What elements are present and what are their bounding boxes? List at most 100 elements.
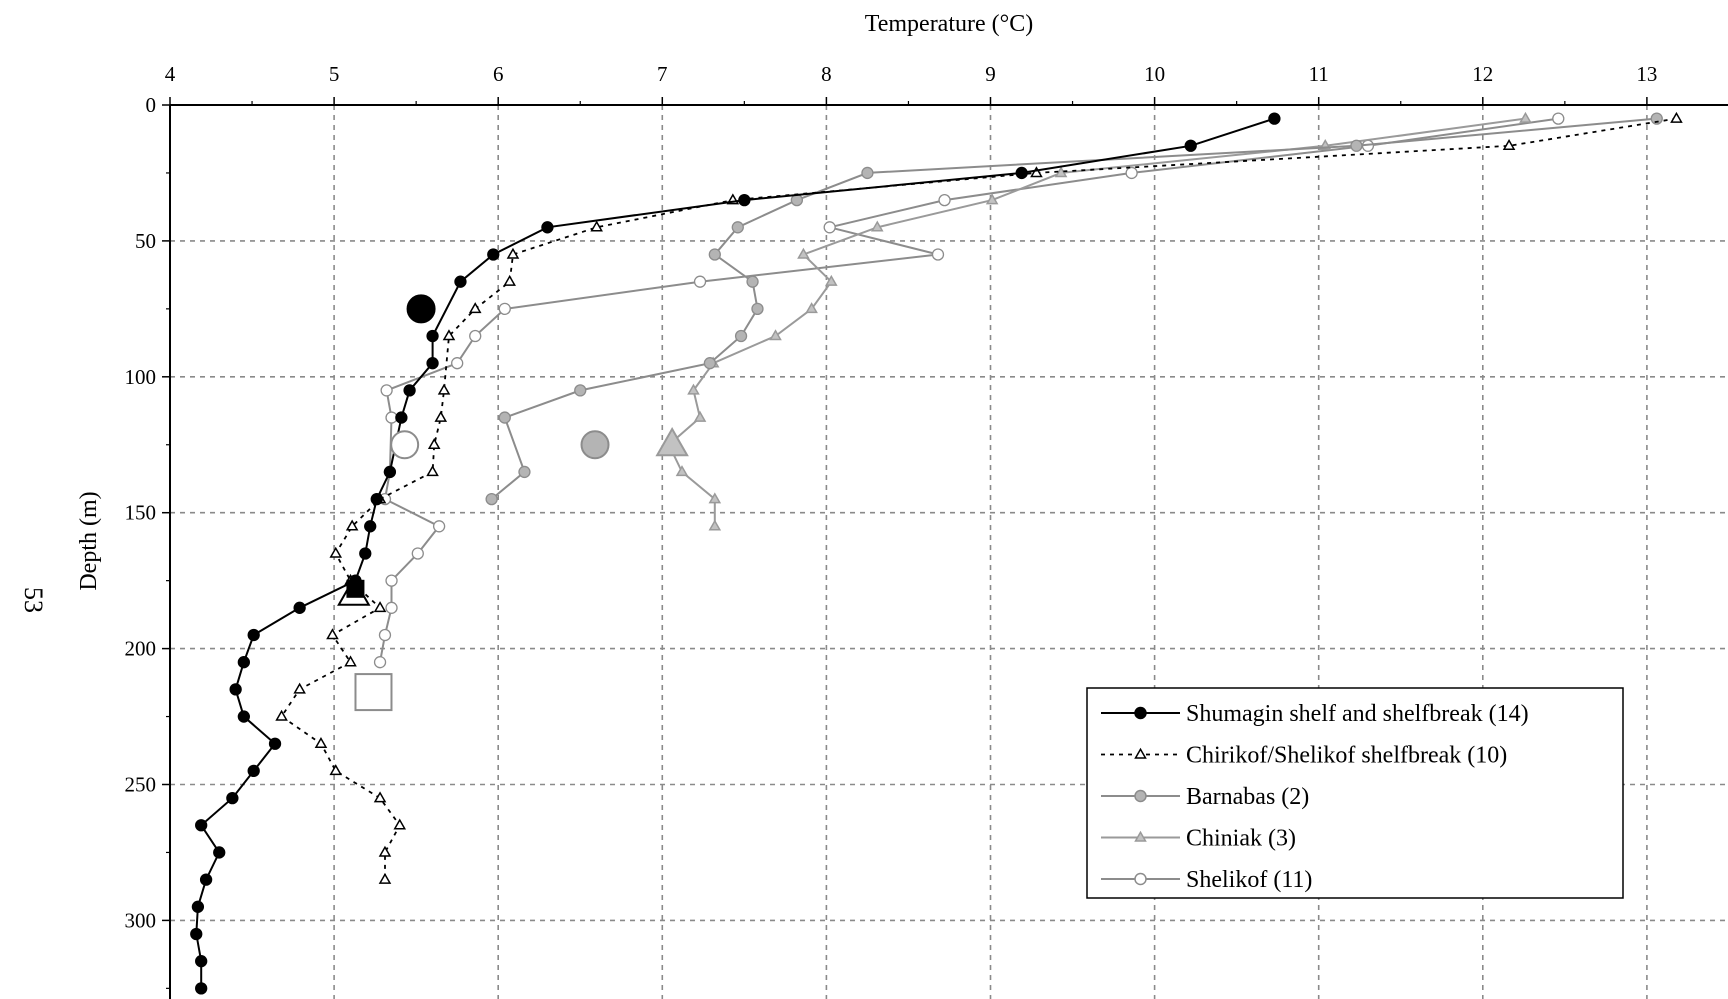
data-point <box>213 846 226 859</box>
legend-marker <box>1134 747 1147 759</box>
x-axis-ticks: 4 5 6 7 8 9 10 11 12 13 <box>165 62 1657 105</box>
legend-item: Shelikof (11) <box>1101 867 1312 893</box>
data-point <box>487 248 500 261</box>
x-tick-label: 4 <box>165 62 176 86</box>
x-axis-title: Temperature (°C) <box>865 11 1034 37</box>
data-point <box>373 791 387 803</box>
legend-item: Barnabas (2) <box>1101 784 1309 810</box>
data-point <box>590 220 603 232</box>
data-point <box>746 275 759 288</box>
legend-label: Shelikof (11) <box>1186 867 1312 893</box>
data-point <box>738 193 751 207</box>
page-number: 53 <box>19 587 48 613</box>
data-point <box>469 329 482 343</box>
x-tick-label: 12 <box>1472 62 1493 86</box>
data-point <box>498 411 511 424</box>
data-point <box>805 302 818 314</box>
data-point <box>498 302 511 316</box>
mean-markers <box>337 294 689 712</box>
data-point <box>329 764 343 776</box>
data-point <box>503 274 516 286</box>
data-point <box>734 329 748 343</box>
mean-marker <box>390 430 420 460</box>
mean-marker-square <box>346 579 365 598</box>
data-point <box>1670 111 1683 123</box>
y-tick-label: 250 <box>125 773 157 797</box>
data-point <box>293 601 306 614</box>
data-point <box>411 547 424 560</box>
data-point <box>541 221 554 234</box>
data-point <box>195 982 208 995</box>
data-point <box>373 656 387 669</box>
data-point <box>293 682 306 694</box>
x-tick-label: 13 <box>1636 62 1657 86</box>
legend-item: Chirikof/Shelikof shelfbreak (10) <box>1101 743 1507 769</box>
data-point <box>687 383 700 395</box>
data-point <box>1350 139 1363 152</box>
y-axis-title: Depth (m) <box>76 491 102 590</box>
data-point <box>229 683 242 696</box>
data-point <box>931 248 945 261</box>
data-point <box>506 247 520 259</box>
axes <box>169 104 1728 999</box>
data-point <box>708 248 721 261</box>
legend-label: Chirikof/Shelikof shelfbreak (10) <box>1186 743 1507 769</box>
data-point <box>199 873 213 886</box>
data-point <box>825 274 838 286</box>
data-point <box>938 193 951 207</box>
data-point <box>385 601 398 614</box>
series-line <box>379 117 1559 663</box>
data-point <box>708 519 722 531</box>
data-point <box>870 220 884 232</box>
data-point <box>708 492 722 504</box>
y-tick-label: 50 <box>135 229 156 253</box>
data-point <box>432 520 446 533</box>
legend-label: Shumagin shelf and shelfbreak (14) <box>1186 701 1529 727</box>
data-point <box>823 221 836 234</box>
data-point <box>675 465 689 477</box>
data-point <box>329 546 343 558</box>
mean-marker-square <box>354 673 393 712</box>
legend-label: Barnabas (2) <box>1186 784 1309 810</box>
data-point <box>468 302 482 314</box>
series-line <box>667 117 1526 527</box>
data-point <box>1030 166 1043 178</box>
data-point <box>693 275 707 288</box>
data-point <box>195 819 208 832</box>
data-point <box>437 383 451 395</box>
data-point <box>380 384 393 397</box>
data-point <box>454 275 467 288</box>
x-tick-label: 9 <box>985 62 996 86</box>
x-tick-label: 5 <box>329 62 340 86</box>
data-point <box>364 520 377 533</box>
data-point <box>1184 139 1197 152</box>
series-4 <box>373 112 1565 669</box>
legend-marker <box>1134 789 1147 803</box>
data-point <box>314 736 328 748</box>
data-point <box>769 329 782 341</box>
x-tick-label: 7 <box>657 62 668 86</box>
legend-item: Shumagin shelf and shelfbreak (14) <box>1101 701 1529 727</box>
series-line <box>490 117 1657 500</box>
data-point <box>190 927 203 941</box>
data-point <box>195 955 208 968</box>
data-point <box>403 384 416 397</box>
data-point <box>693 410 707 422</box>
data-point <box>395 411 408 424</box>
data-point <box>247 628 260 642</box>
data-point <box>426 329 439 343</box>
series-3 <box>662 111 1532 531</box>
y-axis-ticks: 0 50 100 150 200 250 300 <box>125 93 170 989</box>
y-tick-label: 100 <box>125 365 157 389</box>
data-point <box>434 410 448 422</box>
mean-marker <box>406 294 436 324</box>
mean-marker <box>580 430 610 460</box>
x-tick-label: 10 <box>1144 62 1165 86</box>
data-point <box>574 384 587 397</box>
series-2 <box>485 112 1663 506</box>
legend-marker <box>1134 872 1147 886</box>
data-point <box>451 357 464 370</box>
data-point <box>237 710 250 723</box>
series-1 <box>275 111 1683 884</box>
